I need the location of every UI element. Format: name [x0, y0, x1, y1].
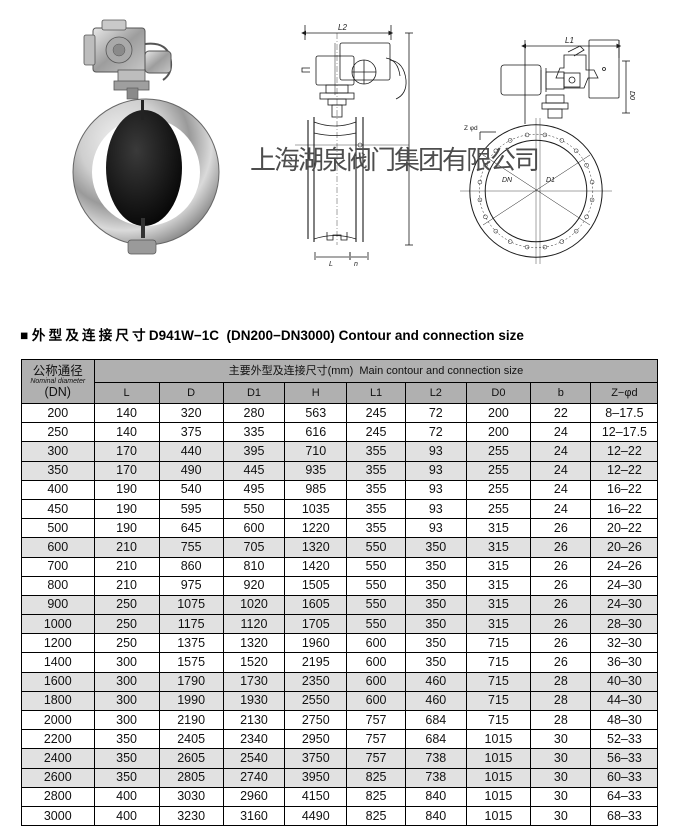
svg-text:D1: D1 — [546, 177, 555, 184]
svg-text:DN: DN — [502, 177, 513, 184]
svg-text:L1: L1 — [565, 36, 574, 45]
svg-text:n: n — [354, 261, 358, 268]
svg-text:L2: L2 — [338, 23, 347, 32]
svg-text:D0: D0 — [628, 91, 635, 100]
svg-text:L: L — [329, 261, 333, 268]
svg-text:Z φd: Z φd — [464, 125, 478, 132]
